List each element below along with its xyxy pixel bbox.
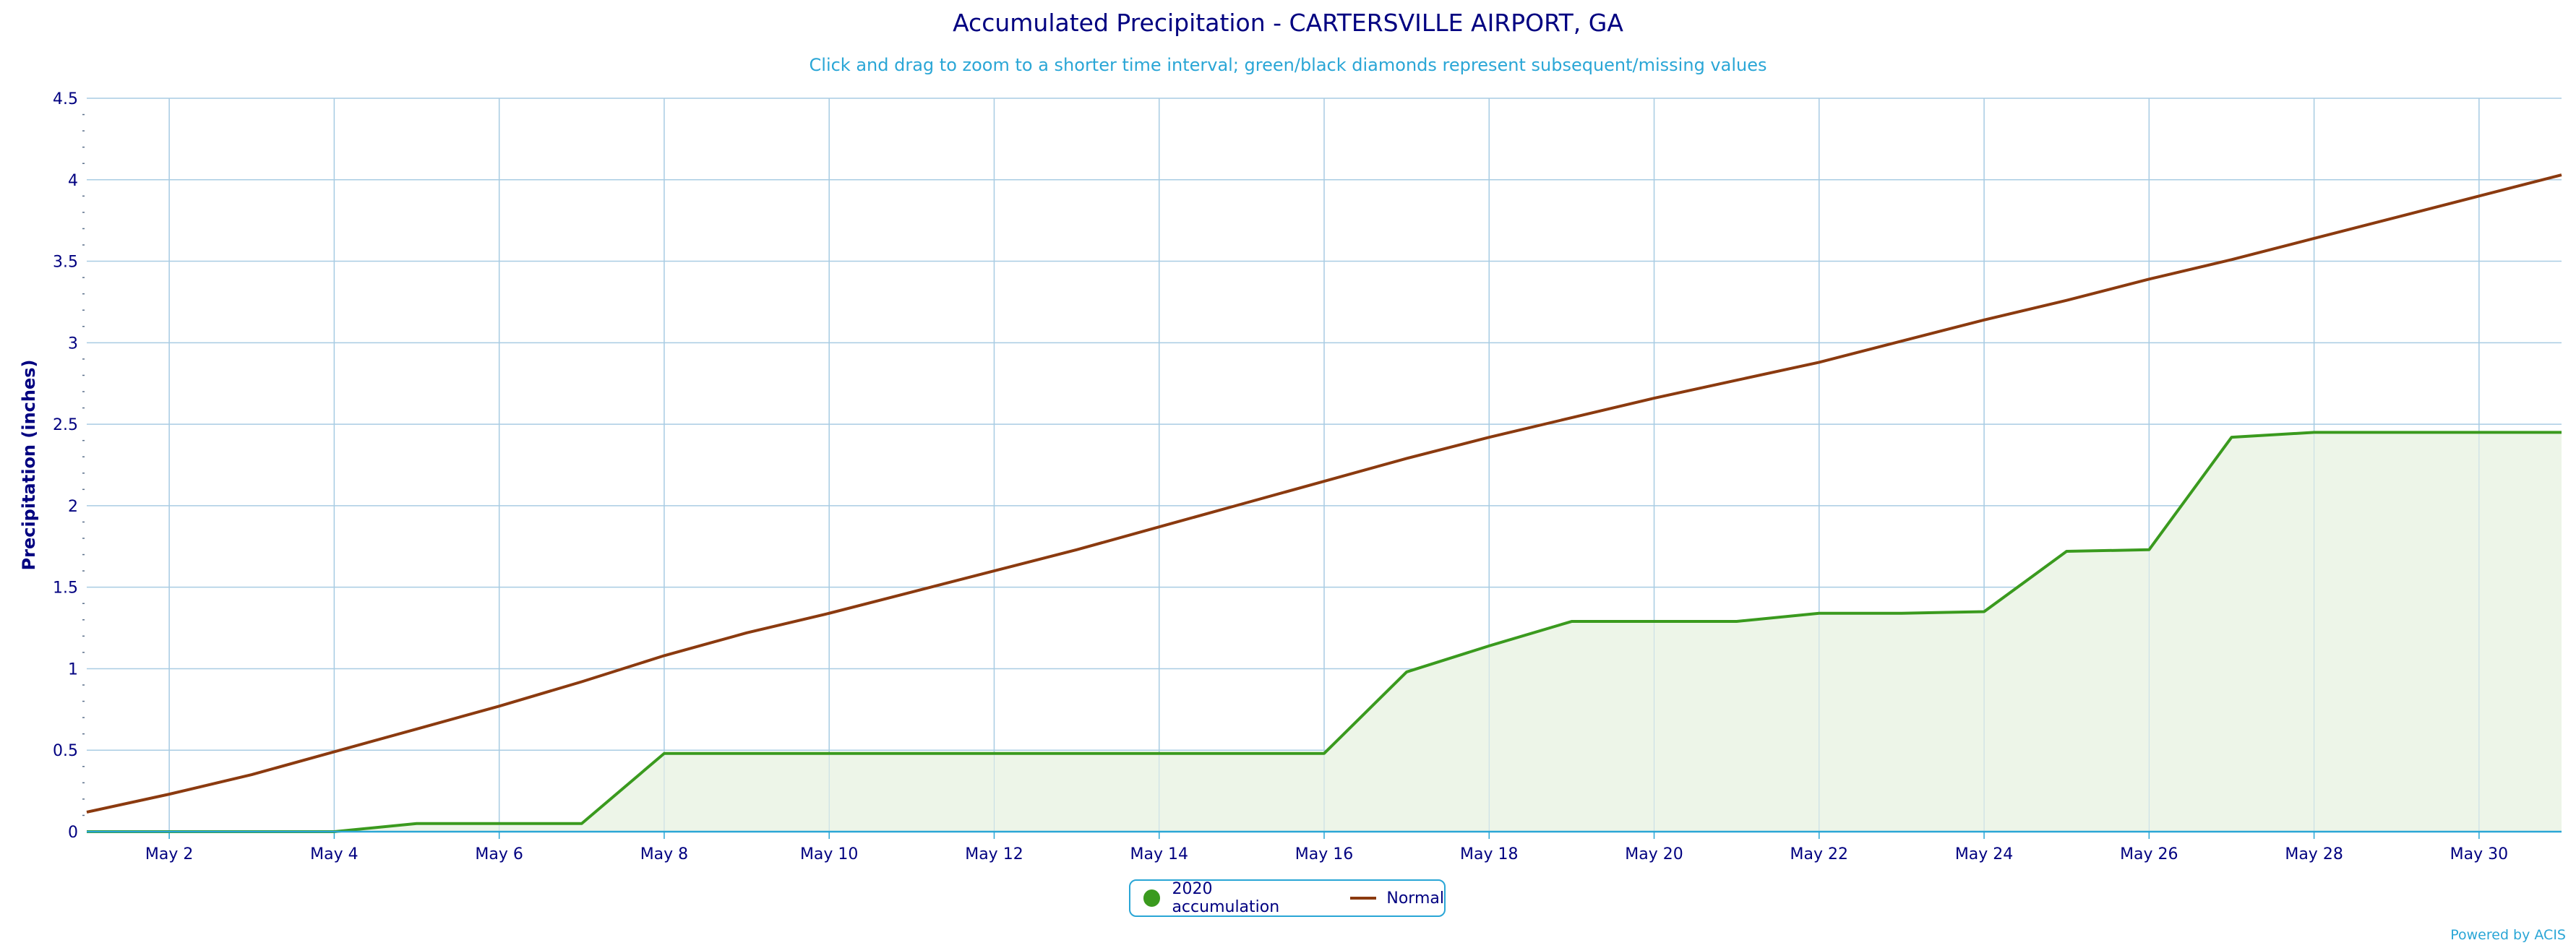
series-2020-line[interactable] bbox=[87, 431, 2562, 833]
x-tick-label: May 22 bbox=[1790, 845, 1848, 863]
legend-marker-normal bbox=[1350, 897, 1377, 900]
chart-title: Accumulated Precipitation - CARTERSVILLE… bbox=[953, 9, 1623, 37]
x-tick-label: May 30 bbox=[2450, 845, 2508, 863]
y-tick-label: 4 bbox=[68, 172, 78, 190]
x-tick-label: May 16 bbox=[1295, 845, 1353, 863]
chart-legend: 2020 accumulation Normal bbox=[1129, 879, 1446, 917]
x-tick-label: May 24 bbox=[1955, 845, 2013, 863]
y-tick-label: 3 bbox=[68, 335, 78, 353]
series-normal-line[interactable] bbox=[86, 173, 2562, 814]
credit-link[interactable]: Powered by ACIS bbox=[2450, 927, 2566, 943]
legend-marker-2020 bbox=[1143, 889, 1161, 907]
legend-item-normal[interactable]: Normal bbox=[1321, 889, 1444, 908]
x-tick-label: May 20 bbox=[1625, 845, 1683, 863]
x-tick-label: May 8 bbox=[640, 845, 688, 863]
series-2020-area bbox=[87, 432, 2562, 832]
x-tick-label: May 14 bbox=[1130, 845, 1188, 863]
x-tick-label: May 12 bbox=[965, 845, 1023, 863]
y-tick-label: 0 bbox=[68, 824, 78, 842]
y-tick-label: 1 bbox=[68, 660, 78, 678]
x-tick-label: May 4 bbox=[310, 845, 358, 863]
x-tick-label: May 6 bbox=[475, 845, 523, 863]
legend-label-2020: 2020 accumulation bbox=[1172, 880, 1280, 916]
x-tick-label: May 18 bbox=[1460, 845, 1518, 863]
x-tick-label: May 2 bbox=[145, 845, 193, 863]
legend-item-2020[interactable]: 2020 accumulation bbox=[1130, 880, 1321, 916]
x-tick-label: May 28 bbox=[2285, 845, 2343, 863]
y-tick-label: 0.5 bbox=[53, 742, 78, 760]
x-tick-label: May 10 bbox=[800, 845, 858, 863]
y-tick-label: 2 bbox=[68, 498, 78, 516]
y-tick-label: 2.5 bbox=[53, 416, 78, 434]
y-tick-label: 4.5 bbox=[53, 90, 78, 108]
chart-subtitle: Click and drag to zoom to a shorter time… bbox=[809, 55, 1767, 75]
y-axis-label: Precipitation (inches) bbox=[19, 360, 39, 571]
y-tick-label: 1.5 bbox=[53, 579, 78, 598]
y-tick-label: 3.5 bbox=[53, 254, 78, 272]
legend-label-normal: Normal bbox=[1386, 889, 1444, 908]
x-tick-label: May 26 bbox=[2120, 845, 2178, 863]
